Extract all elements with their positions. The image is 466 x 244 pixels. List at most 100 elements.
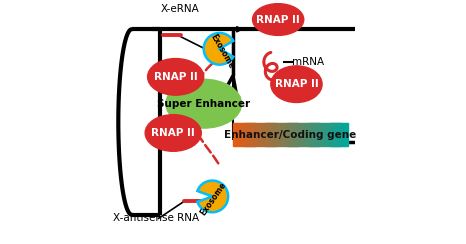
Bar	[249, 123, 251, 146]
Bar	[266, 123, 267, 146]
Bar	[292, 123, 294, 146]
Bar	[333, 123, 335, 146]
Bar	[328, 123, 329, 146]
Bar	[317, 123, 319, 146]
Wedge shape	[204, 33, 233, 65]
Bar	[255, 123, 256, 146]
Bar	[300, 123, 302, 146]
Bar	[327, 123, 328, 146]
Bar	[257, 123, 258, 146]
Bar	[279, 123, 281, 146]
Bar	[344, 123, 345, 146]
Bar	[286, 123, 287, 146]
Bar	[276, 123, 277, 146]
Bar	[288, 123, 290, 146]
Bar	[253, 123, 254, 146]
Bar	[338, 123, 340, 146]
Text: Enhancer/Coding gene: Enhancer/Coding gene	[224, 130, 356, 140]
Bar	[323, 123, 324, 146]
Text: mRNA: mRNA	[292, 57, 324, 67]
Bar	[265, 123, 266, 146]
Bar	[304, 123, 305, 146]
Bar	[259, 123, 260, 146]
Bar	[260, 123, 261, 146]
Bar	[342, 123, 343, 146]
Bar	[305, 123, 306, 146]
Bar	[320, 123, 322, 146]
Bar	[240, 123, 242, 146]
Bar	[252, 123, 254, 146]
Bar	[331, 123, 333, 146]
Bar	[234, 123, 235, 146]
Bar	[334, 123, 336, 146]
Bar	[238, 123, 239, 146]
Ellipse shape	[148, 59, 204, 95]
Wedge shape	[198, 181, 228, 212]
Bar	[267, 123, 268, 146]
Bar	[316, 123, 318, 146]
Bar	[263, 123, 264, 146]
Bar	[307, 123, 308, 146]
Bar	[293, 123, 295, 146]
Bar	[241, 123, 243, 146]
Bar	[341, 123, 343, 146]
Bar	[329, 123, 330, 146]
Bar	[283, 123, 284, 146]
Bar	[277, 123, 278, 146]
Bar	[294, 123, 295, 146]
Bar	[313, 123, 315, 146]
Bar	[237, 123, 238, 146]
Bar	[335, 123, 337, 146]
Bar	[295, 123, 296, 146]
Bar	[312, 123, 314, 146]
Bar	[278, 123, 279, 146]
Bar	[322, 123, 323, 146]
Bar	[330, 123, 332, 146]
Bar	[236, 123, 237, 146]
Bar	[246, 123, 247, 146]
Bar	[302, 123, 303, 146]
Bar	[284, 123, 285, 146]
Bar	[285, 123, 286, 146]
Bar	[282, 123, 283, 146]
Bar	[325, 123, 326, 146]
Bar	[319, 123, 321, 146]
Bar	[321, 123, 322, 146]
Bar	[235, 123, 236, 146]
Bar	[250, 123, 252, 146]
Bar	[240, 123, 241, 146]
Ellipse shape	[145, 115, 201, 151]
Bar	[251, 123, 253, 146]
Bar	[287, 123, 288, 146]
Bar	[339, 123, 341, 146]
Bar	[272, 123, 274, 146]
Bar	[332, 123, 334, 146]
Bar	[290, 123, 292, 146]
Bar	[280, 123, 281, 146]
Bar	[301, 123, 302, 146]
Bar	[245, 123, 246, 146]
Bar	[262, 123, 263, 146]
Bar	[281, 123, 282, 146]
Bar	[324, 123, 325, 146]
Ellipse shape	[253, 4, 304, 35]
Bar	[275, 123, 276, 146]
Bar	[254, 123, 255, 146]
Bar	[311, 123, 313, 146]
Bar	[264, 123, 265, 146]
Bar	[326, 123, 327, 146]
Bar	[345, 123, 346, 146]
Bar	[309, 123, 311, 146]
Bar	[268, 123, 270, 146]
Bar	[273, 123, 274, 146]
Bar	[260, 123, 262, 146]
Bar	[270, 123, 272, 146]
Text: X-eRNA: X-eRNA	[161, 4, 200, 13]
Bar	[306, 123, 307, 146]
Bar	[318, 123, 320, 146]
Bar	[244, 123, 245, 146]
Bar	[291, 123, 293, 146]
Text: Exosome: Exosome	[199, 181, 228, 217]
Bar	[308, 123, 310, 146]
Bar	[347, 123, 348, 146]
